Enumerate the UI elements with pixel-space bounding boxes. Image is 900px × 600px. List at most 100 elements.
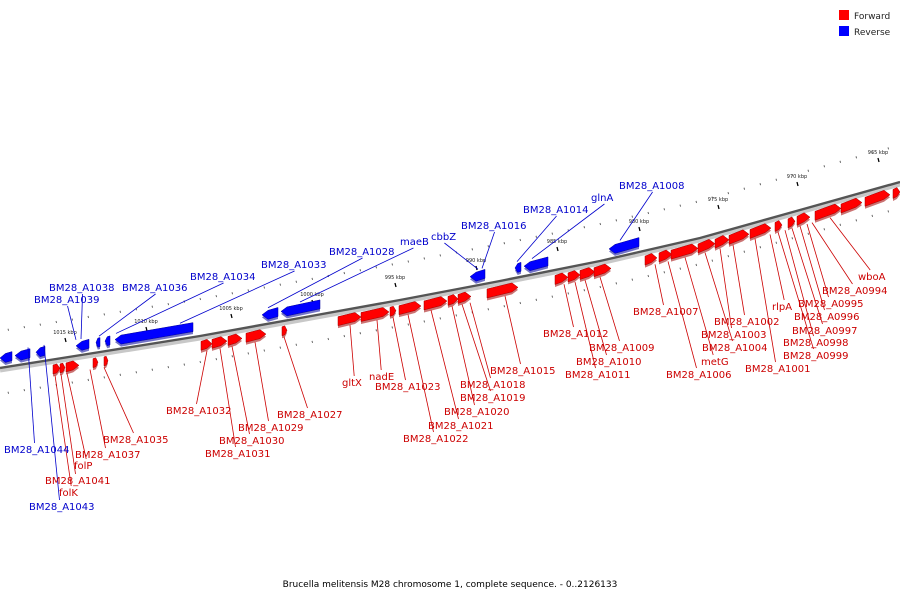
major-tick (394, 282, 397, 288)
tick-label: 1010 kbp (134, 319, 158, 325)
minor-tick (727, 255, 730, 258)
minor-tick (215, 357, 218, 361)
arrow-body (486, 282, 519, 299)
minor-tick (7, 391, 10, 394)
minor-tick (263, 286, 266, 289)
gene-label: BM28_A1035 (103, 435, 169, 446)
forward-feature-arrow (864, 190, 891, 209)
major-tick (638, 226, 641, 232)
forward-feature-arrow (486, 282, 519, 301)
gene-label: BM28_A1016 (461, 221, 527, 232)
leader-line (219, 348, 236, 448)
reverse-feature-arrow (514, 261, 522, 275)
minor-tick (311, 277, 314, 280)
gene-label: BM28_A1015 (490, 366, 556, 377)
minor-tick (823, 165, 826, 168)
forward-feature-arrow (103, 355, 109, 369)
tick-label: 1015 kbp (53, 330, 77, 336)
arrow-body (579, 267, 596, 280)
forward-feature-arrow (567, 270, 581, 285)
leader-line (179, 270, 295, 324)
arrow-body (864, 190, 891, 207)
leader-line (27, 347, 35, 444)
minor-tick (295, 343, 298, 346)
minor-tick (727, 192, 730, 195)
arrow-body (114, 322, 194, 345)
gene-label: BM28_A1030 (219, 436, 285, 447)
leader-line (654, 264, 664, 306)
tick-label: 995 kbp (385, 275, 405, 281)
forward-feature-arrow (796, 212, 811, 228)
minor-tick (599, 285, 602, 289)
minor-tick (279, 283, 282, 286)
minor-tick (567, 292, 570, 295)
minor-tick (7, 328, 10, 331)
reverse-feature-arrow (75, 338, 90, 353)
arrow-body (0, 351, 13, 363)
gene-label: folK (59, 488, 78, 499)
arrow-body (749, 223, 772, 239)
arrow-body (14, 348, 31, 361)
leader-lines (27, 191, 871, 501)
forward-feature-arrow (59, 362, 66, 376)
gene-label: BM28_A1003 (701, 330, 767, 341)
minor-tick (183, 363, 186, 366)
gene-label: glnA (591, 193, 613, 204)
arrow-body (554, 272, 569, 285)
tick-label: 975 kbp (708, 197, 728, 203)
gene-label: BM28_A1012 (543, 329, 609, 340)
gene-label: metG (701, 357, 729, 368)
forward-feature-arrow (697, 239, 716, 256)
major-tick (877, 157, 880, 163)
leader-line (43, 344, 60, 501)
minor-tick (887, 210, 890, 213)
forward-feature-arrow (670, 243, 699, 262)
forward-feature-arrow (892, 187, 900, 201)
gene-label: BM28_A0994 (822, 286, 888, 297)
forward-feature-arrow (360, 307, 390, 325)
leader-line (231, 346, 250, 435)
arrow-body (670, 243, 699, 260)
backbone-shadow (0, 181, 900, 373)
minor-tick (743, 187, 746, 190)
minor-tick (23, 389, 26, 392)
forward-feature-arrow (644, 253, 658, 268)
minor-tick (807, 169, 810, 172)
minor-tick (663, 208, 666, 211)
minor-tick (359, 269, 362, 272)
minor-tick (375, 329, 378, 332)
leader-line (599, 276, 620, 342)
tick-label: 980 kbp (629, 219, 649, 225)
minor-tick (23, 326, 26, 329)
gene-label: BM28_A1007 (633, 307, 699, 318)
gene-label: BM28_A1022 (403, 434, 469, 445)
gene-label: nadE (369, 372, 394, 383)
leader-line (719, 248, 732, 329)
arrow-body (840, 197, 863, 214)
minor-tick (583, 289, 586, 292)
legend-reverse-swatch (839, 26, 849, 36)
forward-feature-arrow (593, 263, 612, 280)
tick-label: 1005 kbp (219, 306, 243, 312)
tick-label: 970 kbp (787, 174, 807, 180)
forward-feature-arrow (227, 333, 243, 348)
forward-feature-arrow (787, 216, 796, 231)
minor-tick (39, 323, 42, 326)
tick-label: 990 kbp (466, 258, 486, 264)
leader-line (584, 279, 607, 356)
gene-label: BM28_A1036 (122, 283, 188, 294)
minor-tick (535, 298, 538, 301)
gene-label: BM28_A1031 (205, 449, 271, 460)
minor-tick (855, 219, 858, 222)
minor-tick (759, 246, 762, 249)
tick-label: 985 kbp (547, 239, 567, 245)
arrow-body (261, 307, 279, 320)
leader-line (283, 336, 308, 409)
minor-tick (599, 222, 602, 226)
arrow-body (814, 203, 842, 221)
forward-feature-arrow (749, 223, 772, 241)
minor-tick (279, 346, 282, 349)
gene-label: BM28_A0997 (792, 326, 858, 337)
arrow-body (787, 216, 796, 229)
arrow-body (65, 360, 80, 373)
